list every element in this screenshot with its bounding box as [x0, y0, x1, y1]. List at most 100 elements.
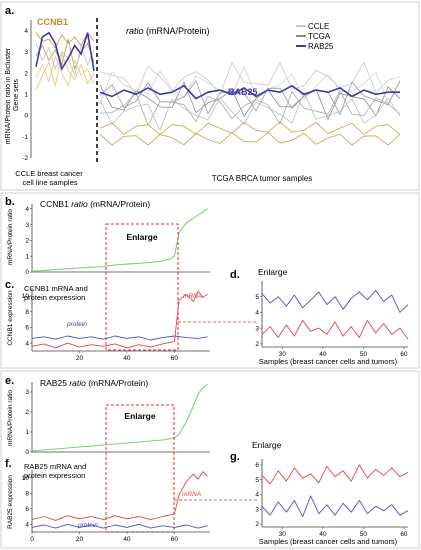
x-tick-label: 30	[279, 531, 287, 538]
panel-d-xlabel: Samples (breast cancer cells and tumors)	[259, 357, 398, 366]
panel-bcd-frame	[0, 192, 420, 369]
panel-a-ratio-title: ratio (mRNA/Protein)	[126, 26, 210, 36]
y-tick-label: 4	[25, 521, 29, 528]
panel-f-protein-label: protein	[77, 522, 98, 529]
enlarge-box-c	[105, 223, 179, 351]
panel-e-title: RAB25 ratio (mRNA/Protein)	[40, 378, 148, 388]
panel-efg-frame	[0, 370, 420, 549]
ccle-background-line	[35, 54, 95, 88]
protein-line	[261, 289, 409, 313]
y-tick-label: 1	[25, 429, 29, 436]
y-tick-label: 3	[255, 506, 259, 513]
ccle-background-line	[35, 31, 95, 49]
panel-d-axes: 5 4 3 2 30 40 50 60	[255, 281, 409, 358]
tcga-gold-line	[99, 121, 401, 136]
panel-c-axes: 10 8 6 4 20 40 60	[22, 288, 210, 362]
tcga-background-line	[99, 80, 401, 116]
panel-a-ccnb1-label: CCNB1	[37, 17, 68, 27]
ccle-background-line	[35, 52, 95, 91]
y-tick-label: 5	[255, 477, 259, 484]
y-tick-label: 2	[255, 341, 259, 348]
panel-a-lines	[30, 20, 401, 158]
y-tick-label: 0	[24, 113, 28, 120]
y-tick-label: 6	[25, 325, 29, 332]
panel-a-label: a.	[5, 5, 14, 17]
panel-c-label: c.	[5, 279, 14, 291]
legend-ccle: CCLE	[308, 22, 329, 31]
panel-e-enlarge-label: Enlarge	[124, 411, 155, 421]
enlarge-box-f	[105, 404, 175, 533]
panel-g-axes: 6 5 4 3 2 30 40 50 60	[255, 459, 409, 538]
rab25-line	[99, 84, 400, 100]
x-tick-label: 60	[171, 536, 179, 543]
panel-a-xlabel-left: CCLE breast cancer cell line samples	[15, 169, 85, 187]
panel-b-label: b.	[5, 196, 15, 208]
ccle-background-line	[35, 43, 95, 77]
y-tick-label: 6	[255, 462, 259, 469]
x-tick-label: 30	[279, 351, 287, 358]
mrna-line	[31, 471, 208, 521]
panel-b-axes: 4 3 2 1 0	[25, 204, 210, 276]
y-tick-label: 0	[25, 449, 29, 456]
mrna-line	[31, 290, 208, 349]
mrna-line	[261, 319, 409, 340]
panel-f-text: RAB25 mRNA and protein expression	[24, 462, 88, 480]
x-tick-label: 20	[76, 536, 84, 543]
x-tick-label: 50	[360, 531, 368, 538]
y-tick-label: -2	[22, 155, 28, 162]
y-tick-label: 4	[255, 310, 259, 317]
ccnb1-highlight-line	[35, 31, 95, 72]
y-tick-label: 4	[25, 340, 29, 347]
x-tick-label: 40	[123, 355, 131, 362]
panel-a-legend: CCLE TCGA RAB25	[296, 22, 334, 51]
panel-c-ylabel: CCNB1 expression	[7, 290, 14, 346]
y-tick-label: 5	[255, 294, 259, 301]
x-tick-label: 40	[319, 531, 327, 538]
panel-a-xlabel-right: TCGA BRCA tumor samples	[212, 174, 312, 183]
protein-line	[31, 335, 208, 341]
protein-line	[261, 495, 409, 518]
panel-e-label: e.	[5, 375, 14, 387]
y-tick-label: 6	[25, 506, 29, 513]
y-tick-label: 1	[25, 253, 29, 260]
y-tick-label: 2	[24, 70, 28, 77]
x-tick-label: 60	[400, 351, 408, 358]
panel-f-label: f.	[5, 458, 12, 470]
tcga-background-line	[99, 89, 401, 127]
panel-a-frame	[0, 1, 420, 191]
mrna-line	[261, 464, 409, 485]
y-tick-label: 2	[25, 409, 29, 416]
y-tick-label: 2	[255, 521, 259, 528]
panel-d-title: Enlarge	[258, 267, 288, 277]
x-tick-label: 60	[171, 355, 179, 362]
ratio-line	[31, 208, 208, 272]
y-tick-label: 3	[255, 325, 259, 332]
tcga-background-line	[99, 81, 401, 120]
panel-g-title: Enlarge	[252, 440, 282, 450]
y-tick-label: 8	[25, 309, 29, 316]
panel-f-ylabel: RAB25 expression	[7, 475, 14, 529]
panel-a-rab25-label: RAB25	[228, 87, 258, 97]
x-tick-label: 40	[319, 351, 327, 358]
tcga-gold-line	[99, 132, 401, 146]
panel-a-y-ticks: 4 3 2 1 0 -1 -2	[22, 28, 28, 162]
legend-tcga: TCGA	[308, 32, 331, 41]
panel-e-axes: 3 2 1 0	[25, 382, 210, 456]
ratio-line	[31, 383, 208, 452]
legend-rab25: RAB25	[308, 42, 334, 51]
protein-line	[31, 523, 208, 529]
y-tick-label: 1	[24, 92, 28, 99]
x-tick-label: 20	[76, 355, 84, 362]
y-tick-label: -1	[22, 134, 28, 141]
y-tick-label: 3	[25, 389, 29, 396]
x-tick-label: 40	[123, 536, 131, 543]
x-tick-label: 0	[30, 536, 34, 543]
panel-c-mrna-label: mRNA	[183, 293, 202, 300]
y-tick-label: 10	[22, 293, 30, 300]
panel-f-mrna-label: mRNA	[182, 491, 201, 498]
y-tick-label: 4	[24, 28, 28, 35]
x-tick-label: 50	[360, 351, 368, 358]
y-tick-label: 0	[25, 269, 29, 276]
y-tick-label: 8	[25, 490, 29, 497]
